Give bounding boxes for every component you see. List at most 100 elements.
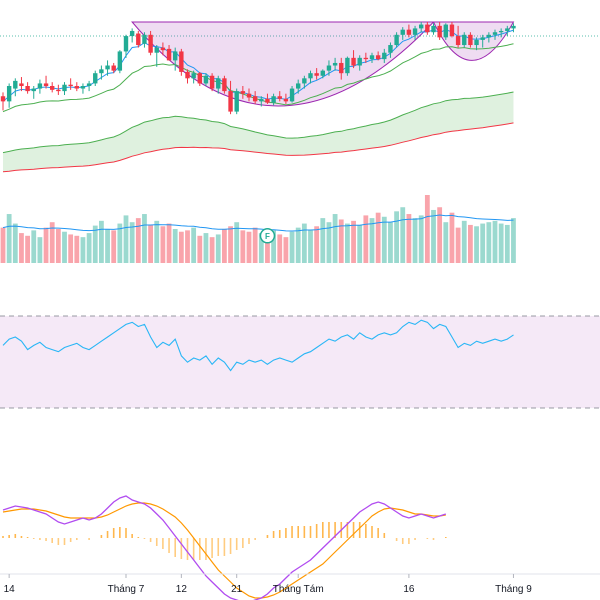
- candle-body: [252, 96, 258, 102]
- candle-body: [43, 83, 49, 86]
- candle-body: [37, 83, 43, 89]
- x-tick-label: 21: [231, 584, 243, 595]
- candle-body: [19, 83, 24, 86]
- f-marker-circle: [259, 228, 276, 244]
- candle-body: [117, 51, 123, 71]
- volume-ma-line: [2, 214, 514, 232]
- candle-body: [400, 29, 405, 35]
- candle-body: [382, 52, 387, 60]
- candle-body: [357, 57, 362, 66]
- x-axis: 14 Tháng 7 12 21 Tháng Tám 16 Tháng 9: [0, 573, 600, 595]
- volume-bar: [166, 223, 172, 263]
- oscillator-panel: [0, 315, 600, 409]
- volume-bar: [92, 225, 98, 263]
- volume-bar: [412, 218, 418, 263]
- volume-bar: [431, 209, 436, 263]
- volume-bar: [258, 233, 264, 263]
- candle-body: [363, 57, 369, 60]
- candle-body: [246, 93, 252, 98]
- candle-body: [209, 75, 215, 89]
- volume-bar: [265, 235, 270, 263]
- volume-bar: [62, 231, 67, 263]
- volume-bar: [154, 220, 160, 263]
- volume-bar: [338, 219, 344, 263]
- candle-body: [93, 73, 98, 84]
- volume-bar: [240, 230, 246, 263]
- volume-bar: [437, 207, 443, 263]
- volume-bar: [37, 237, 43, 263]
- macd-panel: [2, 495, 447, 600]
- candle-body: [431, 25, 436, 33]
- volume-bar: [135, 218, 141, 263]
- candle-body: [314, 73, 319, 76]
- volume-bar: [400, 207, 406, 263]
- candle-body: [437, 25, 442, 38]
- candle-body: [185, 71, 190, 79]
- volume-bar: [111, 230, 117, 263]
- candle-body: [412, 28, 418, 35]
- candle-body: [486, 34, 492, 38]
- volume-bar: [301, 223, 307, 263]
- candle-body: [480, 37, 485, 40]
- candle-body: [332, 62, 338, 66]
- volume-bar: [148, 224, 153, 263]
- candle-body: [259, 98, 264, 102]
- candle-body: [326, 65, 332, 71]
- volume-bar: [461, 220, 467, 263]
- candle-body: [449, 24, 455, 37]
- volume-bar: [203, 233, 209, 263]
- volume-bar: [252, 227, 258, 263]
- volume-bar: [80, 237, 86, 263]
- volume-bar: [498, 223, 504, 263]
- candle-body: [86, 83, 92, 86]
- volume-bar: [215, 234, 221, 263]
- volume-bar: [474, 226, 479, 263]
- candle-body: [179, 51, 184, 72]
- volume-bar: [86, 233, 92, 263]
- x-tick-label: 16: [403, 584, 415, 595]
- candle-body: [123, 36, 129, 52]
- x-tick-label: Tháng Tám: [273, 584, 324, 595]
- volume-bar: [55, 229, 61, 263]
- volume-bar: [277, 234, 283, 263]
- volume-bar: [209, 237, 215, 263]
- volume-bar: [43, 227, 49, 263]
- volume-bar: [480, 223, 486, 263]
- candle-body: [216, 78, 221, 89]
- volume-bar: [504, 224, 510, 263]
- x-tick-label: 12: [176, 584, 188, 595]
- candle-body: [406, 29, 412, 35]
- cup-pattern-shape: [131, 21, 435, 107]
- ma-mid-line: [2, 43, 514, 113]
- candle-body: [13, 80, 18, 89]
- candle-body: [375, 55, 381, 60]
- candle-body: [166, 48, 172, 61]
- candle-body: [425, 24, 430, 33]
- volume-bar: [381, 216, 387, 263]
- candle-body: [419, 24, 424, 29]
- volume-bar: [271, 230, 276, 263]
- candle-body: [511, 25, 516, 29]
- candle-body: [25, 86, 30, 92]
- volume-bar: [375, 212, 381, 263]
- volume-bar: [74, 235, 80, 263]
- volume-bar: [142, 214, 147, 263]
- candle-body: [74, 86, 79, 89]
- candle-body: [173, 51, 178, 61]
- volume-bar: [117, 223, 123, 263]
- volume-bar: [160, 226, 166, 263]
- volume-bar: [172, 229, 178, 263]
- volume-bar: [31, 230, 37, 263]
- candle-body: [129, 30, 135, 37]
- candle-body: [160, 47, 166, 51]
- volume-bar: [99, 220, 104, 263]
- candle-body: [271, 96, 276, 103]
- f-marker-label: F: [265, 232, 270, 241]
- candle-body: [302, 78, 307, 84]
- volume-bar: [314, 226, 320, 263]
- candle-body: [277, 96, 282, 99]
- oscillator-band: [0, 316, 600, 408]
- volume-bar: [486, 222, 492, 263]
- volume-bar: [369, 218, 375, 263]
